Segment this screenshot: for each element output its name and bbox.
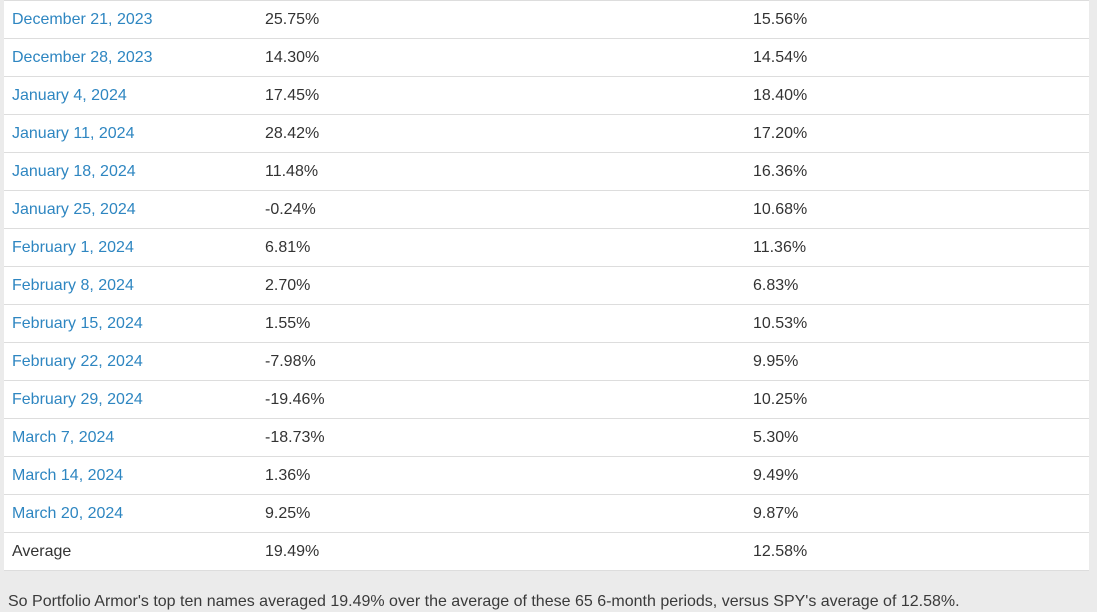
- spy-return-cell: 10.25%: [745, 380, 1089, 419]
- date-link[interactable]: December 21, 2023: [12, 11, 153, 28]
- date-cell: February 29, 2024: [4, 380, 257, 419]
- date-link[interactable]: February 1, 2024: [12, 239, 134, 256]
- date-link[interactable]: February 8, 2024: [12, 277, 134, 294]
- date-cell: February 15, 2024: [4, 304, 257, 343]
- portfolio-return-cell: -18.73%: [257, 418, 745, 457]
- portfolio-return-cell: 9.25%: [257, 494, 745, 533]
- portfolio-return-cell: 17.45%: [257, 76, 745, 115]
- date-cell: January 18, 2024: [4, 152, 257, 191]
- date-cell: February 22, 2024: [4, 342, 257, 381]
- table-body: December 21, 2023 25.75% 15.56% December…: [4, 0, 1089, 533]
- portfolio-return-cell: 14.30%: [257, 38, 745, 77]
- portfolio-return-cell: 11.48%: [257, 152, 745, 191]
- table-row: February 22, 2024 -7.98% 9.95%: [4, 342, 1089, 381]
- portfolio-return-cell: 25.75%: [257, 0, 745, 39]
- table-row: February 15, 2024 1.55% 10.53%: [4, 304, 1089, 343]
- portfolio-return-cell: 2.70%: [257, 266, 745, 305]
- table-row: December 21, 2023 25.75% 15.56%: [4, 0, 1089, 39]
- table-footer: Average 19.49% 12.58%: [4, 532, 1089, 571]
- spy-return-cell: 10.68%: [745, 190, 1089, 229]
- spy-return-cell: 17.20%: [745, 114, 1089, 153]
- date-link[interactable]: February 22, 2024: [12, 353, 143, 370]
- date-cell: March 14, 2024: [4, 456, 257, 495]
- table-row: February 8, 2024 2.70% 6.83%: [4, 266, 1089, 305]
- spy-return-cell: 5.30%: [745, 418, 1089, 457]
- spy-return-cell: 9.95%: [745, 342, 1089, 381]
- portfolio-return-cell: 6.81%: [257, 228, 745, 267]
- portfolio-return-cell: -19.46%: [257, 380, 745, 419]
- spy-return-cell: 14.54%: [745, 38, 1089, 77]
- spy-return-cell: 15.56%: [745, 0, 1089, 39]
- spy-return-cell: 18.40%: [745, 76, 1089, 115]
- average-spy-return: 12.58%: [745, 532, 1089, 571]
- table-row: March 20, 2024 9.25% 9.87%: [4, 494, 1089, 533]
- date-link[interactable]: March 14, 2024: [12, 467, 124, 484]
- date-link[interactable]: January 18, 2024: [12, 163, 136, 180]
- spy-return-cell: 16.36%: [745, 152, 1089, 191]
- spy-return-cell: 9.87%: [745, 494, 1089, 533]
- table-row: January 25, 2024 -0.24% 10.68%: [4, 190, 1089, 229]
- table-row: January 11, 2024 28.42% 17.20%: [4, 114, 1089, 153]
- date-cell: February 8, 2024: [4, 266, 257, 305]
- date-cell: December 28, 2023: [4, 38, 257, 77]
- portfolio-return-cell: 1.36%: [257, 456, 745, 495]
- summary-text: So Portfolio Armor's top ten names avera…: [8, 593, 960, 610]
- table-row: February 29, 2024 -19.46% 10.25%: [4, 380, 1089, 419]
- table-row: March 14, 2024 1.36% 9.49%: [4, 456, 1089, 495]
- portfolio-return-cell: 1.55%: [257, 304, 745, 343]
- spy-return-cell: 9.49%: [745, 456, 1089, 495]
- portfolio-return-cell: -7.98%: [257, 342, 745, 381]
- table-row: January 18, 2024 11.48% 16.36%: [4, 152, 1089, 191]
- date-cell: January 25, 2024: [4, 190, 257, 229]
- spy-return-cell: 6.83%: [745, 266, 1089, 305]
- table-row: December 28, 2023 14.30% 14.54%: [4, 38, 1089, 77]
- date-link[interactable]: January 11, 2024: [12, 125, 135, 142]
- portfolio-return-cell: 28.42%: [257, 114, 745, 153]
- date-cell: January 4, 2024: [4, 76, 257, 115]
- date-cell: December 21, 2023: [4, 0, 257, 39]
- date-cell: January 11, 2024: [4, 114, 257, 153]
- date-link[interactable]: February 15, 2024: [12, 315, 143, 332]
- date-link[interactable]: March 7, 2024: [12, 429, 115, 446]
- spy-return-cell: 11.36%: [745, 228, 1089, 267]
- average-label: Average: [4, 532, 257, 571]
- date-link[interactable]: February 29, 2024: [12, 391, 143, 408]
- date-cell: February 1, 2024: [4, 228, 257, 267]
- date-link[interactable]: January 25, 2024: [12, 201, 136, 218]
- table-row: March 7, 2024 -18.73% 5.30%: [4, 418, 1089, 457]
- date-cell: March 7, 2024: [4, 418, 257, 457]
- date-cell: March 20, 2024: [4, 494, 257, 533]
- table-row: January 4, 2024 17.45% 18.40%: [4, 76, 1089, 115]
- table-row: February 1, 2024 6.81% 11.36%: [4, 228, 1089, 267]
- portfolio-return-cell: -0.24%: [257, 190, 745, 229]
- date-link[interactable]: January 4, 2024: [12, 87, 127, 104]
- date-link[interactable]: March 20, 2024: [12, 505, 124, 522]
- spy-return-cell: 10.53%: [745, 304, 1089, 343]
- average-portfolio-return: 19.49%: [257, 532, 745, 571]
- date-link[interactable]: December 28, 2023: [12, 49, 153, 66]
- returns-table: December 21, 2023 25.75% 15.56% December…: [4, 0, 1089, 571]
- average-row: Average 19.49% 12.58%: [4, 532, 1089, 571]
